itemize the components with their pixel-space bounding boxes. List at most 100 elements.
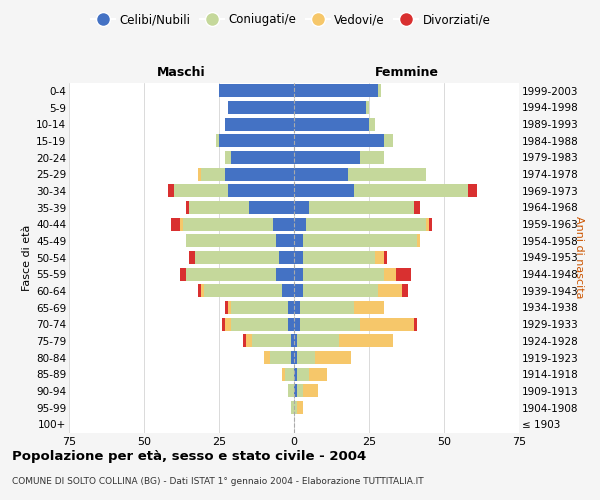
Y-axis label: Anni di nascita: Anni di nascita bbox=[574, 216, 584, 298]
Bar bbox=[360, 318, 414, 330]
Bar bbox=[249, 201, 294, 214]
Bar bbox=[216, 134, 219, 147]
Legend: Celibi/Nubili, Coniugati/e, Vedovi/e, Divorziati/e: Celibi/Nubili, Coniugati/e, Vedovi/e, Di… bbox=[87, 8, 495, 31]
Bar bbox=[204, 284, 282, 298]
Bar bbox=[180, 218, 183, 230]
Bar bbox=[378, 284, 402, 298]
Bar bbox=[384, 251, 387, 264]
Bar bbox=[309, 201, 414, 214]
Bar bbox=[219, 134, 294, 147]
Bar bbox=[174, 184, 228, 198]
Bar bbox=[294, 284, 303, 298]
Bar bbox=[225, 168, 294, 180]
Bar bbox=[201, 168, 225, 180]
Bar bbox=[414, 318, 417, 330]
Y-axis label: Fasce di età: Fasce di età bbox=[22, 224, 32, 290]
Bar bbox=[297, 334, 339, 347]
Bar bbox=[354, 184, 468, 198]
Bar bbox=[429, 218, 432, 230]
Bar bbox=[201, 284, 204, 298]
Bar bbox=[468, 184, 477, 198]
Bar bbox=[168, 184, 174, 198]
Bar bbox=[180, 268, 186, 280]
Bar bbox=[417, 234, 420, 248]
Bar bbox=[243, 334, 246, 347]
Bar bbox=[294, 351, 297, 364]
Bar bbox=[294, 368, 297, 380]
Bar bbox=[360, 151, 384, 164]
Bar bbox=[369, 118, 375, 130]
Bar bbox=[288, 384, 294, 398]
Bar bbox=[315, 351, 351, 364]
Bar bbox=[294, 384, 297, 398]
Bar bbox=[282, 368, 285, 380]
Bar bbox=[291, 334, 294, 347]
Bar bbox=[294, 151, 360, 164]
Bar bbox=[297, 401, 303, 414]
Bar bbox=[294, 101, 366, 114]
Bar bbox=[294, 268, 303, 280]
Bar bbox=[189, 251, 195, 264]
Bar bbox=[303, 234, 417, 248]
Bar bbox=[291, 351, 294, 364]
Bar bbox=[189, 201, 249, 214]
Bar bbox=[282, 284, 294, 298]
Bar bbox=[339, 334, 393, 347]
Bar bbox=[186, 201, 189, 214]
Bar bbox=[294, 401, 297, 414]
Bar bbox=[279, 251, 294, 264]
Bar bbox=[171, 218, 180, 230]
Bar bbox=[198, 284, 201, 298]
Bar bbox=[186, 234, 276, 248]
Bar bbox=[252, 334, 291, 347]
Bar bbox=[291, 401, 294, 414]
Bar bbox=[294, 201, 309, 214]
Bar bbox=[294, 218, 306, 230]
Bar bbox=[384, 268, 396, 280]
Bar bbox=[303, 268, 384, 280]
Bar bbox=[297, 384, 303, 398]
Bar bbox=[294, 84, 378, 98]
Bar bbox=[303, 251, 375, 264]
Bar bbox=[294, 251, 303, 264]
Bar bbox=[303, 384, 318, 398]
Bar bbox=[285, 368, 294, 380]
Bar bbox=[246, 334, 252, 347]
Bar bbox=[396, 268, 411, 280]
Bar bbox=[294, 184, 354, 198]
Bar bbox=[273, 218, 294, 230]
Bar bbox=[294, 318, 300, 330]
Bar bbox=[276, 268, 294, 280]
Text: Femmine: Femmine bbox=[374, 66, 439, 79]
Bar bbox=[228, 301, 231, 314]
Bar bbox=[225, 118, 294, 130]
Bar bbox=[294, 134, 384, 147]
Bar bbox=[297, 368, 309, 380]
Bar bbox=[354, 301, 384, 314]
Bar bbox=[288, 301, 294, 314]
Bar bbox=[222, 318, 225, 330]
Bar bbox=[402, 284, 408, 298]
Bar bbox=[195, 251, 279, 264]
Bar bbox=[366, 101, 369, 114]
Bar bbox=[264, 351, 270, 364]
Bar bbox=[300, 301, 354, 314]
Bar bbox=[294, 234, 303, 248]
Bar bbox=[231, 151, 294, 164]
Bar bbox=[225, 318, 231, 330]
Bar bbox=[384, 134, 393, 147]
Bar bbox=[309, 368, 327, 380]
Bar bbox=[288, 318, 294, 330]
Text: Popolazione per età, sesso e stato civile - 2004: Popolazione per età, sesso e stato civil… bbox=[12, 450, 366, 463]
Bar bbox=[228, 101, 294, 114]
Bar bbox=[294, 301, 300, 314]
Bar bbox=[270, 351, 291, 364]
Bar bbox=[183, 218, 273, 230]
Bar bbox=[186, 268, 276, 280]
Bar bbox=[198, 168, 201, 180]
Bar bbox=[300, 318, 360, 330]
Bar bbox=[348, 168, 426, 180]
Bar bbox=[414, 201, 420, 214]
Bar bbox=[294, 118, 369, 130]
Bar bbox=[294, 168, 348, 180]
